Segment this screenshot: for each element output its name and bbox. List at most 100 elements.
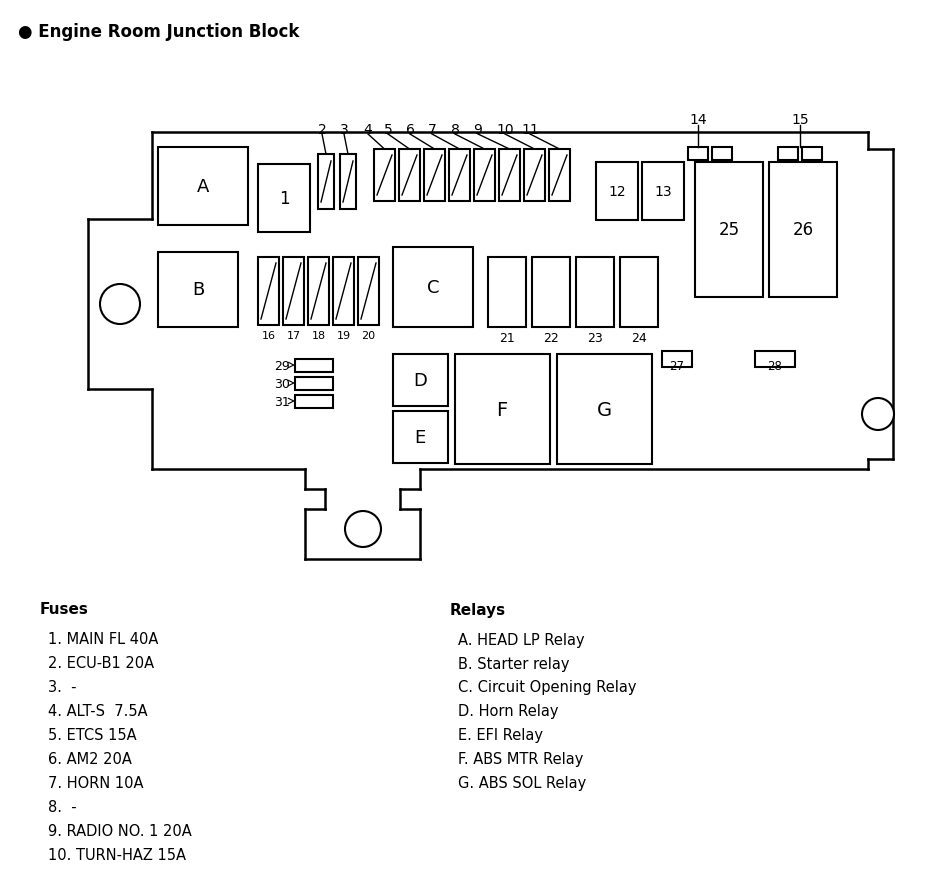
- Polygon shape: [88, 133, 893, 559]
- Text: 2. ECU-B1 20A: 2. ECU-B1 20A: [48, 656, 154, 671]
- Text: 16: 16: [261, 331, 275, 341]
- Text: 8: 8: [450, 123, 460, 137]
- Text: 17: 17: [287, 331, 301, 341]
- Bar: [474, 150, 495, 202]
- Text: 10: 10: [496, 123, 514, 137]
- Bar: [769, 162, 837, 298]
- Text: Fuses: Fuses: [40, 601, 89, 617]
- Text: 28: 28: [768, 360, 782, 373]
- Text: E. EFI Relay: E. EFI Relay: [458, 728, 543, 743]
- Text: B: B: [192, 281, 204, 299]
- Text: 8.  -: 8. -: [48, 800, 77, 815]
- Bar: [642, 162, 684, 220]
- Bar: [393, 412, 448, 464]
- Text: 4: 4: [364, 123, 372, 137]
- Text: 21: 21: [499, 331, 515, 344]
- Bar: [524, 150, 545, 202]
- Text: 20: 20: [362, 331, 376, 341]
- Text: 10. TURN-HAZ 15A: 10. TURN-HAZ 15A: [48, 847, 186, 862]
- Text: A. HEAD LP Relay: A. HEAD LP Relay: [458, 632, 585, 647]
- Text: 5. ETCS 15A: 5. ETCS 15A: [48, 728, 136, 743]
- Text: 30: 30: [274, 377, 290, 390]
- Text: 23: 23: [588, 331, 603, 344]
- Bar: [333, 258, 354, 326]
- Text: 22: 22: [543, 331, 559, 344]
- Bar: [158, 253, 238, 327]
- Bar: [557, 355, 652, 464]
- Text: C. Circuit Opening Relay: C. Circuit Opening Relay: [458, 680, 636, 694]
- Text: F. ABS MTR Relay: F. ABS MTR Relay: [458, 752, 584, 766]
- Bar: [399, 150, 420, 202]
- Text: D: D: [413, 371, 427, 390]
- Text: 31: 31: [274, 395, 290, 408]
- Bar: [258, 165, 310, 233]
- Text: 9: 9: [474, 123, 482, 137]
- Bar: [802, 148, 822, 161]
- Text: 3: 3: [339, 123, 349, 137]
- Bar: [393, 248, 473, 327]
- Text: 6. AM2 20A: 6. AM2 20A: [48, 752, 132, 766]
- Bar: [549, 150, 570, 202]
- Text: 25: 25: [718, 220, 740, 239]
- Bar: [283, 258, 304, 326]
- Text: 3.  -: 3. -: [48, 680, 76, 694]
- Text: G. ABS SOL Relay: G. ABS SOL Relay: [458, 775, 587, 790]
- Text: 14: 14: [689, 113, 707, 126]
- Text: 27: 27: [669, 360, 684, 373]
- Bar: [374, 150, 395, 202]
- Text: ● Engine Room Junction Block: ● Engine Room Junction Block: [18, 23, 299, 41]
- Bar: [755, 351, 795, 368]
- Text: 9. RADIO NO. 1 20A: 9. RADIO NO. 1 20A: [48, 824, 192, 838]
- Bar: [695, 162, 763, 298]
- Text: 2: 2: [318, 123, 326, 137]
- Text: E: E: [415, 428, 426, 447]
- Text: 4. ALT-S  7.5A: 4. ALT-S 7.5A: [48, 703, 148, 719]
- Bar: [688, 148, 708, 161]
- Text: D. Horn Relay: D. Horn Relay: [458, 703, 558, 719]
- Circle shape: [100, 284, 140, 325]
- Text: 5: 5: [384, 123, 392, 137]
- Bar: [778, 148, 798, 161]
- Bar: [318, 155, 334, 210]
- Text: G: G: [597, 400, 612, 419]
- Bar: [576, 258, 614, 327]
- Bar: [712, 148, 732, 161]
- Text: 6: 6: [405, 123, 415, 137]
- Bar: [532, 258, 570, 327]
- Bar: [424, 150, 445, 202]
- Text: 29: 29: [274, 359, 290, 372]
- Bar: [455, 355, 550, 464]
- Circle shape: [862, 399, 894, 430]
- Bar: [295, 378, 333, 391]
- Bar: [662, 351, 692, 368]
- Text: 19: 19: [337, 331, 351, 341]
- Bar: [620, 258, 658, 327]
- Text: 18: 18: [311, 331, 325, 341]
- Text: 13: 13: [654, 184, 672, 198]
- Text: Relays: Relays: [450, 601, 506, 617]
- Text: 26: 26: [792, 220, 813, 239]
- Bar: [258, 258, 279, 326]
- Text: 1: 1: [278, 190, 290, 208]
- Bar: [308, 258, 329, 326]
- Text: 7. HORN 10A: 7. HORN 10A: [48, 775, 144, 790]
- Bar: [358, 258, 379, 326]
- Circle shape: [345, 511, 381, 547]
- Bar: [393, 355, 448, 407]
- Text: 12: 12: [608, 184, 626, 198]
- Bar: [295, 396, 333, 408]
- Bar: [499, 150, 520, 202]
- Bar: [449, 150, 470, 202]
- Text: 15: 15: [791, 113, 808, 126]
- Text: 24: 24: [631, 331, 647, 344]
- Text: B. Starter relay: B. Starter relay: [458, 656, 570, 671]
- Text: 11: 11: [521, 123, 539, 137]
- Text: C: C: [427, 278, 439, 297]
- Text: F: F: [496, 400, 508, 419]
- Text: A: A: [196, 178, 210, 196]
- Bar: [596, 162, 638, 220]
- Bar: [158, 148, 248, 226]
- Bar: [340, 155, 356, 210]
- Text: 1. MAIN FL 40A: 1. MAIN FL 40A: [48, 632, 158, 647]
- Bar: [488, 258, 526, 327]
